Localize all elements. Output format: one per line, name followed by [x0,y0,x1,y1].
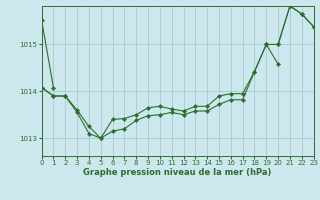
X-axis label: Graphe pression niveau de la mer (hPa): Graphe pression niveau de la mer (hPa) [84,168,272,177]
